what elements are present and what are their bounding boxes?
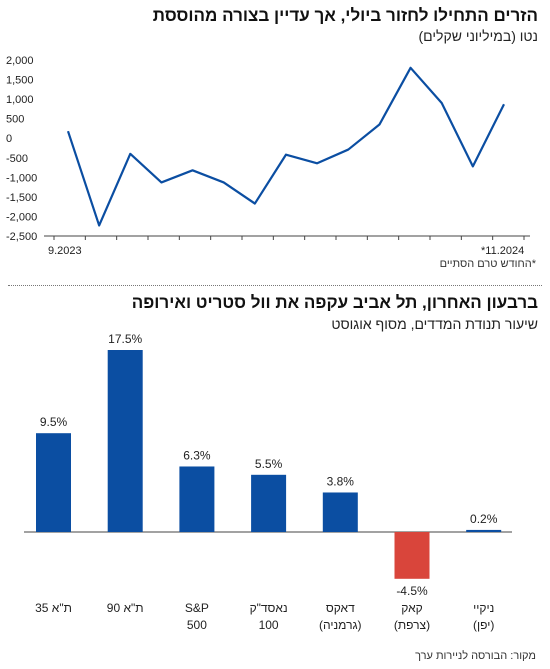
category-label: קאק — [401, 601, 422, 615]
bar-value-label: 9.5% — [40, 415, 68, 429]
bar — [36, 433, 71, 532]
y-tick-label: 500 — [6, 114, 24, 126]
y-tick-label: 0 — [6, 133, 12, 145]
y-tick-label: -1,000 — [6, 172, 37, 184]
bar — [322, 492, 358, 532]
section-divider — [8, 285, 542, 286]
category-label: (גרמניה) — [319, 618, 362, 632]
y-tick-label: -1,500 — [6, 192, 37, 204]
y-tick-label: 2,000 — [6, 55, 34, 67]
source-note: מקור: הבורסה לניירות ערך — [415, 650, 536, 662]
bar-chart-subtitle: שיעור תנודת המדדים, מסוף אוגוסט — [331, 316, 538, 332]
category-label: (צרפת) — [394, 618, 430, 632]
bar-value-label: 6.3% — [183, 448, 211, 462]
y-tick-label: -2,000 — [6, 211, 37, 223]
category-label: ת"א 90 — [107, 601, 144, 615]
x-end-label: *11.2024 — [481, 245, 524, 257]
category-label: 500 — [187, 618, 207, 632]
bar — [466, 529, 502, 532]
bar-value-label: -4.5% — [396, 584, 428, 598]
bar-value-label: 17.5% — [108, 332, 142, 346]
category-label: נאסד"ק — [250, 601, 288, 615]
line-chart: 2,000 1,500 1,000 500 0 -500 -1,000 -1,500 -2,00… — [6, 55, 530, 257]
line-chart-subtitle: נטו (במיליוני שקלים) — [418, 28, 538, 44]
line-chart-title: הזרים התחילו לחזור ביולי, אך עדיין בצורה… — [152, 6, 538, 25]
category-label: ניקיי — [473, 601, 494, 615]
bar — [251, 474, 287, 532]
category-label: S&P — [185, 601, 209, 615]
y-tick-label: -2,500 — [6, 231, 37, 243]
bar — [179, 466, 215, 532]
y-tick-label: 1,000 — [6, 94, 34, 106]
category-label: דאקס — [326, 601, 355, 615]
bar — [394, 532, 430, 579]
category-label: ת"א 35 — [35, 601, 72, 615]
bar-chart-title: ברבעון האחרון, תל אביב עקפה את וול סטריט… — [131, 293, 538, 312]
bar-value-label: 5.5% — [255, 457, 283, 471]
bar-value-label: 0.2% — [470, 512, 498, 526]
y-tick-label: 1,500 — [6, 75, 34, 87]
bar-value-label: 3.8% — [327, 474, 355, 488]
bar — [107, 350, 143, 532]
line-chart-footnote: *החודש טרם הסתיים — [439, 258, 536, 270]
x-start-label: 9.2023 — [48, 245, 82, 257]
category-label: 100 — [259, 618, 279, 632]
category-label: (יפן) — [473, 618, 494, 632]
y-tick-label: -500 — [6, 153, 28, 165]
